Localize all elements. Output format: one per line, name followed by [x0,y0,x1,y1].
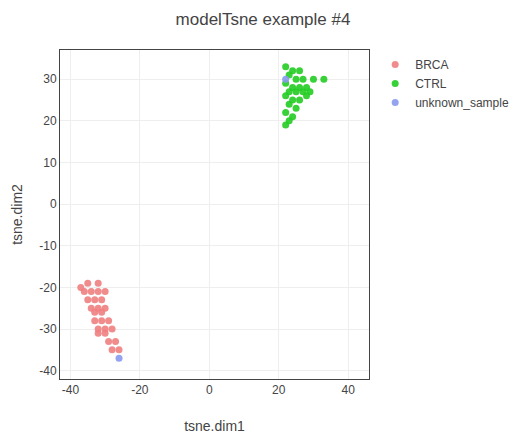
svg-text:CTRL: CTRL [415,77,447,91]
svg-text:-20: -20 [39,281,57,295]
svg-text:tsne.dim1: tsne.dim1 [184,418,245,434]
svg-text:20: 20 [272,383,286,397]
svg-text:modelTsne example #4: modelTsne example #4 [176,10,351,29]
svg-text:20: 20 [43,114,57,128]
svg-text:-30: -30 [39,322,57,336]
svg-text:unknown_sample: unknown_sample [415,96,509,110]
svg-text:tsne.dim2: tsne.dim2 [9,184,25,245]
svg-text:BRCA: BRCA [415,58,448,72]
svg-text:-20: -20 [131,383,149,397]
svg-text:10: 10 [43,156,57,170]
svg-text:0: 0 [206,383,213,397]
svg-text:40: 40 [341,383,355,397]
svg-text:30: 30 [43,72,57,86]
svg-text:-40: -40 [62,383,80,397]
svg-text:0: 0 [50,197,57,211]
svg-text:-40: -40 [39,364,57,378]
svg-text:-10: -10 [39,239,57,253]
